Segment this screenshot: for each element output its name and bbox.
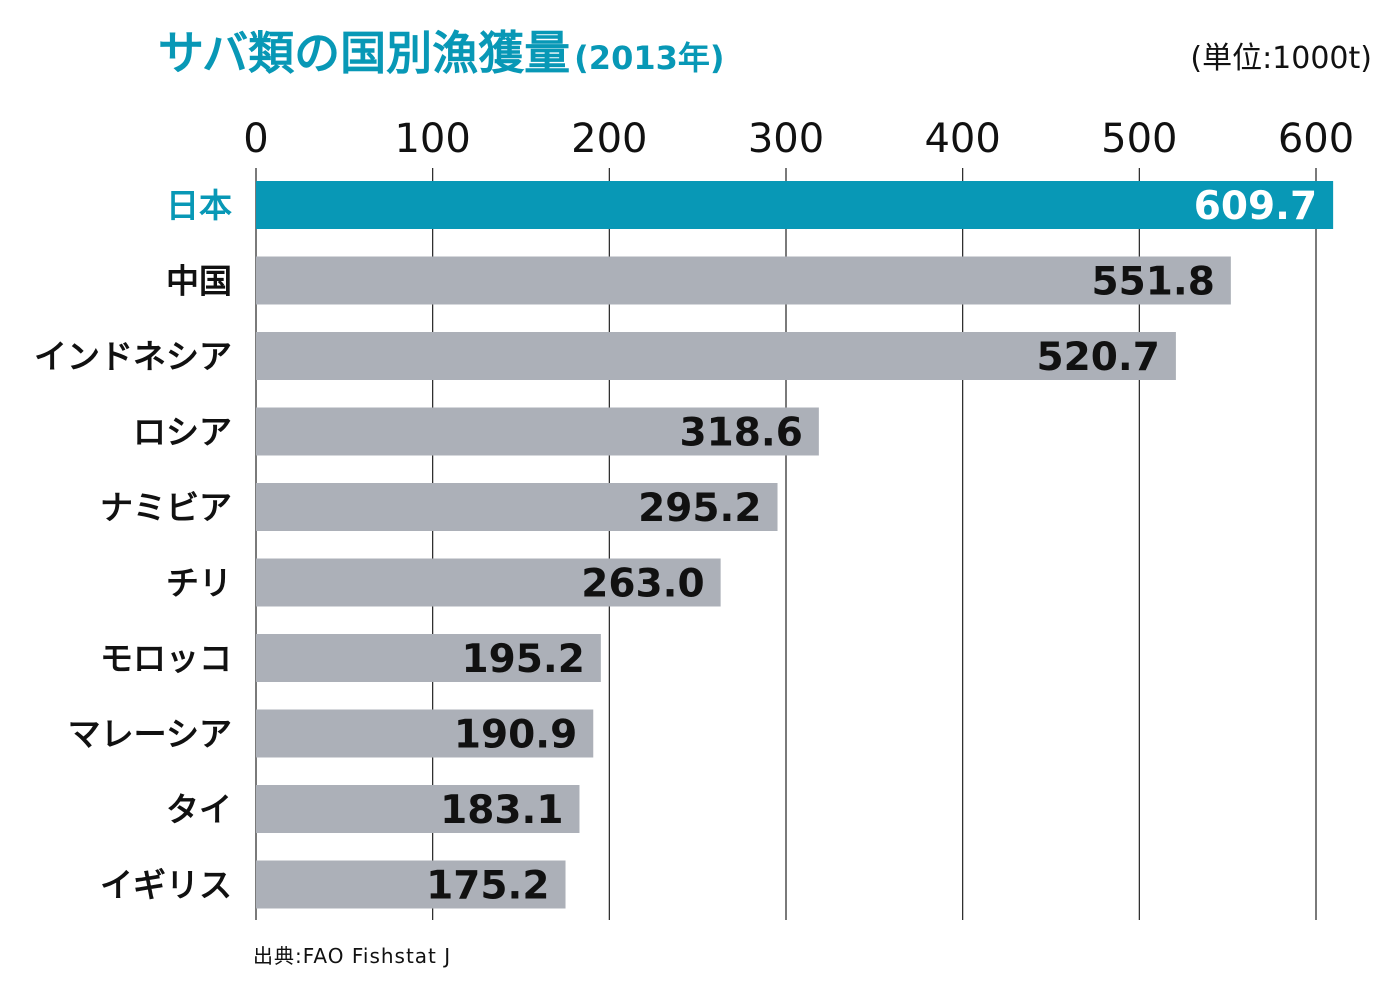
- category-label-0: 日本: [166, 186, 232, 225]
- value-label-8: 183.1: [440, 788, 563, 833]
- category-label-1: 中国: [166, 262, 232, 301]
- category-label-5: チリ: [166, 564, 232, 603]
- bar-3: [256, 407, 819, 456]
- value-label-7: 190.9: [454, 713, 577, 758]
- bars: [256, 181, 1334, 909]
- x-tick-label-500: 500: [1101, 116, 1177, 162]
- bar-1: [256, 256, 1231, 305]
- value-label-1: 551.8: [1091, 260, 1214, 305]
- value-label-6: 195.2: [461, 637, 584, 682]
- value-label-5: 263.0: [581, 562, 704, 607]
- x-axis-ticks: 0 100 200 300 400 500 600: [243, 116, 1354, 162]
- unit-label: (単位:1000t): [1190, 41, 1372, 76]
- source-note: 出典:FAO Fishstat J: [253, 944, 452, 968]
- chart-title-main: サバ類の国別漁獲量: [158, 26, 571, 80]
- x-tick-label-600: 600: [1278, 116, 1354, 162]
- category-label-7: マレーシア: [68, 715, 232, 754]
- value-label-4: 295.2: [638, 486, 761, 531]
- bar-5: [256, 558, 721, 607]
- x-tick-label-400: 400: [924, 116, 1000, 162]
- x-tick-label-100: 100: [394, 116, 470, 162]
- bar-2: [256, 332, 1176, 380]
- category-label-4: ナミビア: [100, 488, 232, 527]
- bar-6: [256, 634, 601, 682]
- bar-7: [256, 709, 594, 758]
- value-label-3: 318.6: [679, 411, 802, 456]
- bar-0: [256, 181, 1334, 229]
- category-label-3: ロシア: [133, 413, 232, 452]
- value-label-0: 609.7: [1194, 184, 1317, 229]
- bar-4: [256, 483, 778, 531]
- x-tick-label-200: 200: [571, 116, 647, 162]
- value-labels: 609.7 551.8 520.7 318.6 295.2 263.0 195.2 190.9…: [426, 184, 1317, 909]
- value-label-2: 520.7: [1037, 335, 1160, 380]
- category-label-2: インドネシア: [34, 337, 232, 376]
- category-label-8: タイ: [166, 790, 232, 829]
- chart-title-year: (2013年): [574, 39, 725, 77]
- value-label-9: 175.2: [426, 864, 549, 909]
- chart-title: サバ類の国別漁獲量 (2013年): [158, 30, 725, 76]
- category-label-9: イギリス: [100, 866, 232, 905]
- x-tick-label-300: 300: [748, 116, 824, 162]
- category-label-6: モロッコ: [100, 639, 232, 678]
- bar-9: [256, 860, 566, 909]
- x-tick-label-0: 0: [243, 116, 268, 162]
- bar-8: [256, 785, 580, 833]
